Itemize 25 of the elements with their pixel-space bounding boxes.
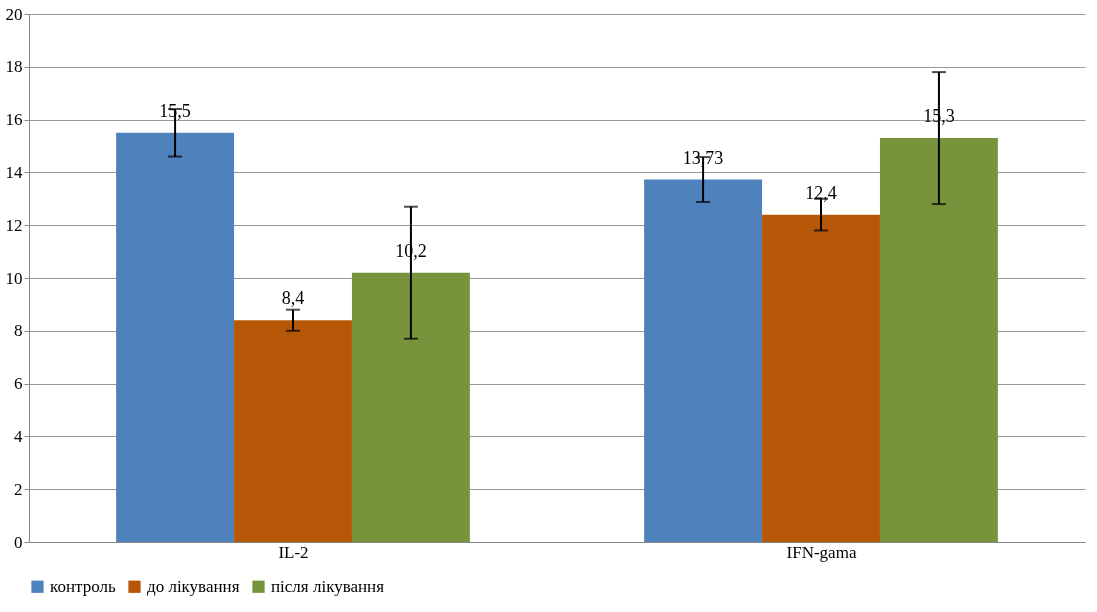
legend-label: після лікування: [271, 576, 385, 596]
y-tick-label: 2: [14, 479, 23, 499]
bar: [351, 272, 470, 542]
y-tick-label: 16: [5, 110, 23, 130]
x-tick-label: IFN-gama: [786, 542, 857, 562]
y-tick-label: 14: [5, 162, 23, 182]
y-tick-label: 18: [5, 57, 23, 77]
y-tick-label: 0: [14, 532, 23, 552]
y-tick-label: 10: [5, 268, 23, 288]
x-tick-label: IL-2: [278, 542, 309, 562]
y-tick-label: 8: [14, 321, 23, 341]
legend-label: до лікування: [147, 576, 240, 596]
y-tick-label: 12: [5, 215, 23, 235]
bar: [116, 132, 235, 542]
data-label: 13,73: [682, 147, 724, 168]
y-tick-label: 20: [5, 4, 23, 24]
bar: [644, 179, 763, 542]
data-label: 8,4: [281, 288, 305, 309]
y-tick-label: 6: [14, 374, 23, 394]
data-label: 12,4: [805, 182, 837, 203]
y-tick-label: 4: [14, 426, 23, 446]
bar: [762, 214, 880, 542]
legend-label: контроль: [50, 576, 116, 596]
bar: [234, 320, 352, 542]
bar: [879, 138, 998, 542]
